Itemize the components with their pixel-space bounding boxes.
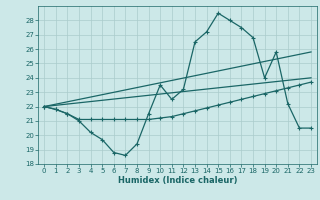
- X-axis label: Humidex (Indice chaleur): Humidex (Indice chaleur): [118, 176, 237, 185]
